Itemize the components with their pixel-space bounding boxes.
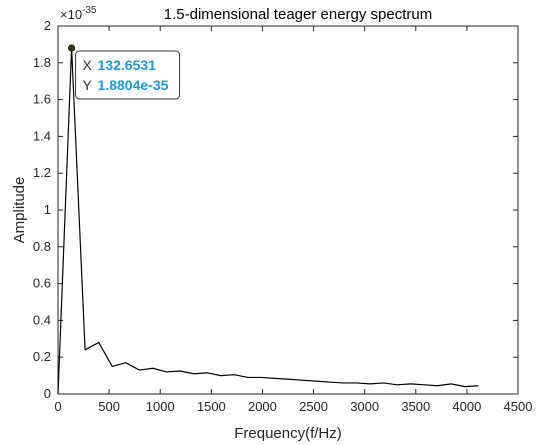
y-tick-label: 0.6 <box>33 276 51 291</box>
y-exponent-base: ×10 <box>60 7 82 22</box>
datatip-x-key: X <box>83 57 93 73</box>
y-axis-title: Amplitude <box>11 177 28 244</box>
datatip-marker[interactable] <box>68 44 76 52</box>
y-exponent-label: ×10-35 <box>60 5 97 22</box>
x-tick-label: 4500 <box>504 399 533 414</box>
series-line <box>57 47 479 395</box>
datatip-y-value: 1.8804e-35 <box>98 77 169 93</box>
y-tick-label: 0.8 <box>33 239 51 254</box>
x-tick-label: 1500 <box>197 399 226 414</box>
y-tick-label: 1.2 <box>33 165 51 180</box>
x-tick-label: 3500 <box>401 399 430 414</box>
x-tick-label: 2500 <box>299 399 328 414</box>
y-tick-label: 1.4 <box>33 128 51 143</box>
y-tick-label: 1 <box>44 202 51 217</box>
x-tick-label: 1000 <box>146 399 175 414</box>
datatip-y-key: Y <box>83 77 93 93</box>
y-exponent-power: -35 <box>82 5 97 16</box>
y-tick-label: 2 <box>44 18 51 33</box>
x-tick-label: 0 <box>54 399 61 414</box>
x-axis-title: Frequency(f/Hz) <box>234 425 342 442</box>
chart-title: 1.5-dimensional teager energy spectrum <box>164 6 432 23</box>
y-tick-label: 0.2 <box>33 349 51 364</box>
y-tick-label: 1.6 <box>33 92 51 107</box>
x-tick-label: 500 <box>98 399 120 414</box>
x-tick-label: 4000 <box>452 399 481 414</box>
y-tick-label: 0.4 <box>33 312 51 327</box>
x-tick-label: 2000 <box>248 399 277 414</box>
datatip-x-value: 132.6531 <box>98 57 157 73</box>
x-tick-label: 3000 <box>350 399 379 414</box>
y-tick-label: 0 <box>44 386 51 401</box>
datatip-box[interactable] <box>75 50 181 100</box>
y-tick-label: 1.8 <box>33 55 51 70</box>
